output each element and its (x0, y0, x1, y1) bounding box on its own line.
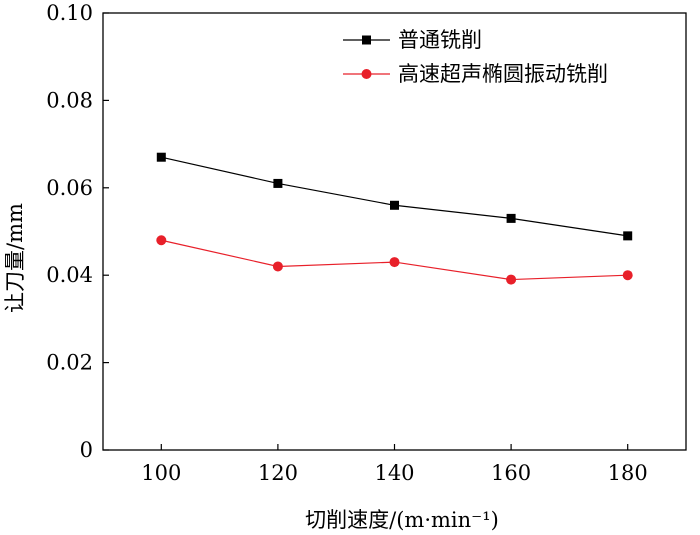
data-point (389, 257, 400, 268)
y-tick-label: 0.08 (46, 88, 93, 112)
x-tick-label: 120 (258, 461, 298, 485)
x-tick-label: 100 (141, 461, 181, 485)
series-2 (156, 235, 633, 285)
data-point (506, 213, 516, 223)
data-point (622, 270, 633, 281)
y-axis-label: 让刀量/mm (3, 203, 27, 313)
y-tick-label: 0.06 (46, 176, 93, 200)
data-point (156, 152, 166, 162)
y-tick-label: 0.10 (46, 1, 93, 25)
legend-marker (362, 35, 371, 45)
x-axis-label: 切削速度/(m·min⁻¹) (305, 508, 499, 532)
y-tick-label: 0 (80, 438, 93, 462)
series-layer (156, 152, 633, 285)
data-point (272, 261, 283, 272)
legend-label: 普通铣削 (398, 28, 482, 52)
y-tick-label: 0.04 (46, 263, 93, 287)
data-point (623, 231, 633, 241)
legend-entry: 高速超声椭圆振动铣削 (343, 62, 608, 86)
y-tick-label: 0.02 (46, 351, 93, 375)
legend-marker (361, 69, 372, 79)
series-line (161, 156, 628, 237)
series-1 (156, 152, 633, 241)
data-point (506, 274, 517, 285)
legend-label: 高速超声椭圆振动铣削 (398, 62, 608, 86)
x-tick-label: 140 (374, 461, 414, 485)
legend-entry: 普通铣削 (343, 28, 482, 52)
x-tick-label: 180 (608, 461, 648, 485)
data-point (273, 178, 283, 188)
x-tick-label: 160 (491, 461, 531, 485)
data-point (156, 235, 167, 246)
axes: 0 0.02 0.04 0.06 0.08 0.10 100 120 140 160 180 (46, 1, 687, 485)
data-point (390, 200, 399, 210)
